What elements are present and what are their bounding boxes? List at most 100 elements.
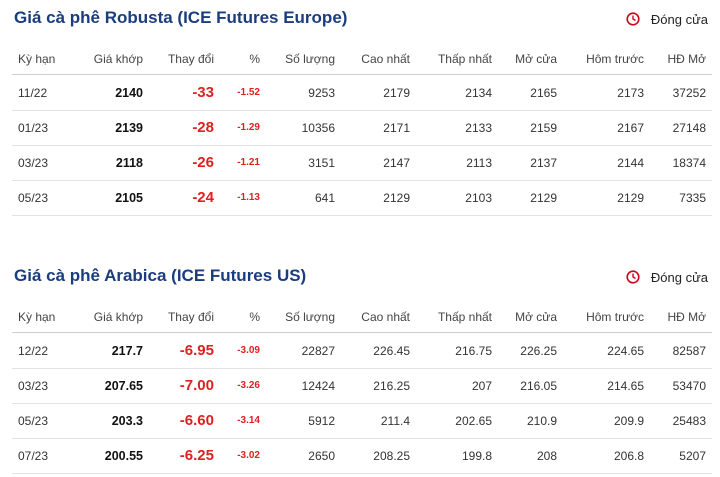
column-header: Mở cửa	[515, 310, 557, 324]
table-cell: 2133	[465, 120, 492, 135]
column-header: Cao nhất	[361, 310, 410, 324]
table-cell: 01/23	[18, 120, 49, 135]
table-cell: 2129	[530, 190, 557, 205]
table-cell: 199.8	[461, 448, 492, 463]
market-status: Đóng cửa	[650, 270, 708, 285]
table-cell: 216.25	[373, 378, 410, 393]
table-cell: -3.14	[237, 415, 260, 426]
table-cell: -3.09	[237, 345, 260, 356]
table-cell: 641	[314, 190, 335, 205]
table-cell: -6.60	[179, 412, 214, 429]
table-cell: 2105	[115, 190, 143, 205]
table-cell: 2103	[465, 190, 492, 205]
table-cell: 22827	[301, 343, 335, 358]
table-cell: 03/23	[18, 155, 49, 170]
table-cell: 2159	[530, 120, 557, 135]
data-row: 03/23 2118 -26 -1.21 3151 2147 2113 2137 2144 183…	[12, 145, 712, 181]
table-cell: 2165	[530, 85, 557, 100]
table-cell: 53470	[672, 378, 706, 393]
column-header: HĐ Mở	[667, 310, 706, 324]
table-cell: 216.05	[520, 378, 557, 393]
table-cell: 203.3	[111, 413, 143, 428]
table-cell: 2173	[617, 85, 644, 100]
table-cell: 2147	[383, 155, 410, 170]
column-header: Thay đổi	[167, 52, 214, 66]
table-cell: 12424	[301, 378, 335, 393]
table-cell: 2650	[308, 448, 335, 463]
table-cell: 210.9	[526, 413, 557, 428]
table-cell: -1.52	[237, 87, 260, 98]
table-cell: 2134	[465, 85, 492, 100]
section-title: Giá cà phê Arabica (ICE Futures US)	[14, 266, 307, 285]
column-header: %	[249, 52, 260, 66]
table-cell: 216.75	[455, 343, 492, 358]
column-header: Giá khớp	[93, 52, 143, 66]
table-cell: 226.25	[520, 343, 557, 358]
table-section: Giá cà phê Arabica (ICE Futures US) Đóng …	[0, 258, 720, 477]
table-cell: 25483	[672, 413, 706, 428]
data-row: 07/23 200.55 -6.25 -3.02 2650 208.25 199.8 208 2…	[12, 438, 712, 474]
data-row: 03/23 207.65 -7.00 -3.26 12424 216.25 207 216.0…	[12, 368, 712, 404]
table-cell: 2167	[617, 120, 644, 135]
table-cell: -28	[192, 119, 214, 136]
table-cell: 2137	[530, 155, 557, 170]
table-cell: 207.65	[104, 378, 143, 393]
table-cell: 12/22	[18, 343, 49, 358]
header-row: Kỳ hạn Giá khớp Thay đổi% Số lượng Cao nhất T…	[12, 302, 712, 333]
table-cell: 208.25	[373, 448, 410, 463]
table-cell: 7335	[679, 190, 706, 205]
market-status: Đóng cửa	[650, 12, 708, 27]
table-cell: 11/22	[18, 85, 48, 100]
table-cell: 5912	[308, 413, 335, 428]
table-cell: 202.65	[455, 413, 492, 428]
table-cell: -7.00	[179, 377, 214, 394]
table-cell: -1.21	[237, 157, 260, 168]
table-cell: 211.4	[380, 413, 410, 428]
column-header: Giá khớp	[93, 310, 143, 324]
column-header: Thay đổi	[167, 310, 214, 324]
table-cell: 3151	[308, 155, 335, 170]
table-cell: 82587	[672, 343, 706, 358]
table-cell: 2144	[617, 155, 644, 170]
table-cell: 2171	[383, 120, 410, 135]
column-header: %	[249, 310, 260, 324]
column-header: Hôm trước	[586, 310, 644, 324]
clock-icon	[626, 12, 640, 26]
table-cell: -3.02	[237, 450, 260, 461]
table-cell: 2129	[617, 190, 644, 205]
table-cell: -26	[192, 154, 214, 171]
table-cell: 217.7	[111, 343, 143, 358]
clock-icon	[626, 270, 640, 284]
table-cell: 05/23	[18, 413, 49, 428]
table-cell: 03/23	[18, 378, 49, 393]
table-cell: 207	[471, 378, 492, 393]
column-header: Số lượng	[285, 310, 335, 324]
table-cell: 200.55	[104, 448, 143, 463]
column-header: Thấp nhất	[437, 52, 492, 66]
table-cell: 209.9	[613, 413, 644, 428]
table-cell: 214.65	[607, 378, 644, 393]
table-cell: 10356	[301, 120, 335, 135]
table-cell: -33	[192, 84, 214, 101]
column-header: Hôm trước	[586, 52, 644, 66]
column-header: Số lượng	[285, 52, 335, 66]
table-cell: 2129	[383, 190, 410, 205]
table-cell: -1.29	[237, 122, 260, 133]
table-cell: 18374	[672, 155, 706, 170]
column-header: Kỳ hạn	[18, 310, 56, 324]
table-cell: 208	[536, 448, 557, 463]
data-row: 05/23 2105 -24 -1.13 641 2129 2103 2129 2129 7335	[12, 180, 712, 216]
table-cell: 226.45	[373, 343, 410, 358]
table-cell: -24	[192, 189, 214, 206]
table-cell: 37252	[672, 85, 706, 100]
table-cell: -6.95	[179, 342, 214, 359]
column-header: Mở cửa	[515, 52, 557, 66]
table-cell: 27148	[672, 120, 706, 135]
data-row: 12/22 217.7 -6.95 -3.09 22827 226.45 216.75 226…	[12, 333, 712, 369]
table-cell: 224.65	[607, 343, 644, 358]
table-cell: 2139	[115, 120, 143, 135]
column-header: HĐ Mở	[667, 52, 706, 66]
table-cell: -3.26	[237, 380, 260, 391]
table-cell: 206.8	[613, 448, 644, 463]
